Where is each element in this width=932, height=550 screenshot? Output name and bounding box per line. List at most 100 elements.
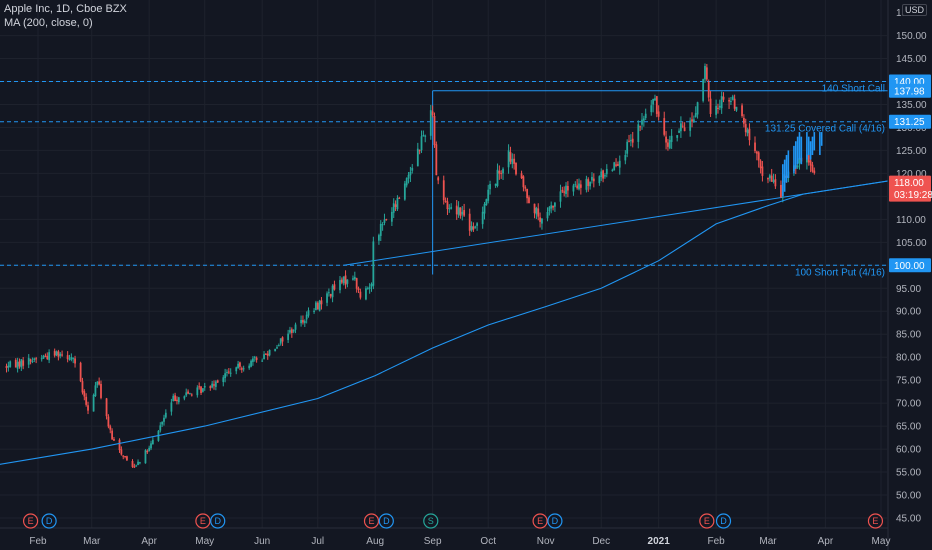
candle-body (437, 177, 440, 181)
split-event-marker[interactable]: S (423, 513, 439, 529)
candle-body (535, 207, 538, 215)
candle-body (14, 359, 17, 368)
candle-body (563, 191, 566, 193)
candle-body (676, 135, 679, 138)
candle-body (185, 392, 188, 396)
candle-body (683, 127, 686, 132)
candle-body (277, 345, 280, 347)
candle-body (757, 152, 760, 161)
earnings-event-marker[interactable]: E (363, 513, 380, 529)
candle-body (665, 136, 667, 143)
candle-body (483, 204, 486, 214)
candle-body (663, 118, 666, 135)
level-price-tag-text: 131.25 (894, 117, 925, 128)
candle-body (248, 365, 251, 369)
candle-body (163, 417, 165, 422)
candle-body (352, 278, 354, 280)
candle-body (668, 139, 671, 149)
candle-body (18, 361, 21, 367)
earnings-event-marker[interactable]: E (195, 513, 211, 529)
earnings-event-marker[interactable]: E (22, 513, 39, 529)
currency-badge[interactable]: USD (902, 4, 928, 16)
dividend-event-marker[interactable]: D (547, 513, 563, 529)
dividend-event-marker[interactable]: D (378, 513, 394, 529)
drawing-layer (0, 81, 932, 275)
candle-body (240, 368, 243, 370)
level-labels-layer: 140 Short Call 131.25 Covered Call (4/16)… (765, 84, 885, 279)
candle-body (691, 119, 693, 122)
candle-body (98, 381, 101, 385)
candle-body (444, 200, 447, 202)
candle-body (235, 367, 238, 372)
candle-body (678, 130, 680, 133)
candle-body (511, 158, 514, 164)
candle-body (120, 449, 123, 455)
price-tick-label: 70.00 (896, 399, 921, 410)
candle-body (811, 164, 814, 172)
price-tick-label: 95.00 (896, 284, 921, 295)
candle-body (161, 421, 164, 425)
candle-body (591, 176, 593, 181)
candle-body (83, 391, 86, 397)
candle-body (224, 373, 227, 379)
candle-body (294, 324, 297, 330)
event-circle (547, 513, 563, 529)
candle-body (702, 79, 705, 101)
time-axis[interactable]: Feb Mar Apr May Jun Jul Aug Sep Oct Nov Dec 2021 Feb… (0, 527, 890, 547)
candle-body (617, 164, 619, 166)
time-tick-label: Apr (141, 536, 157, 547)
candle-body (424, 135, 427, 137)
earnings-event-marker[interactable]: E (532, 513, 548, 529)
candle-body (494, 183, 497, 186)
price-tick-label: 80.00 (896, 353, 921, 364)
dividend-event-marker[interactable]: D (210, 513, 226, 529)
candle-body (435, 144, 438, 176)
candle-body (211, 383, 214, 388)
candle-body (53, 350, 56, 356)
candle-body (715, 105, 718, 115)
indicator-legend-ma[interactable]: MA (200, close, 0) (4, 17, 93, 29)
candle-body (717, 107, 719, 109)
candle-body (9, 361, 12, 367)
candle-body (261, 360, 264, 362)
time-tick-label: Apr (818, 536, 834, 547)
time-tick-label: Mar (83, 536, 101, 547)
projection-bars-layer (782, 132, 823, 197)
candle-body (476, 223, 479, 226)
event-letter: S (428, 516, 434, 526)
candle-body (159, 425, 162, 431)
candle-body (507, 150, 510, 168)
candle-body (396, 197, 399, 210)
candle-body (537, 208, 540, 217)
candle-body (509, 152, 512, 162)
candle-body (513, 158, 516, 164)
time-tick-label: Sep (424, 536, 442, 547)
candle-body (326, 293, 328, 303)
candle-body (148, 447, 151, 452)
candle-body (137, 461, 139, 466)
candle-body (7, 365, 10, 368)
candle-body (433, 116, 436, 146)
candle-body (70, 356, 73, 360)
candle-body (68, 358, 71, 360)
earnings-event-marker[interactable]: E (867, 513, 884, 529)
dividend-event-marker[interactable]: D (41, 513, 57, 529)
candle-body (670, 135, 673, 142)
candle-body (754, 142, 756, 151)
candle-body (170, 402, 173, 412)
candle-body (378, 235, 380, 241)
dividend-event-marker[interactable]: D (715, 513, 732, 529)
candle-body (767, 177, 769, 180)
earnings-event-marker[interactable]: E (699, 513, 715, 529)
price-tick-label: 145.00 (896, 54, 927, 65)
candle-body (131, 461, 134, 467)
candle-body (79, 362, 82, 382)
candle-body (554, 202, 556, 207)
candle-body (576, 185, 579, 189)
candle-body (250, 360, 252, 367)
candle-body (718, 105, 721, 108)
candle-body (411, 167, 414, 171)
candle-body (654, 98, 656, 101)
candle-body (327, 292, 330, 294)
